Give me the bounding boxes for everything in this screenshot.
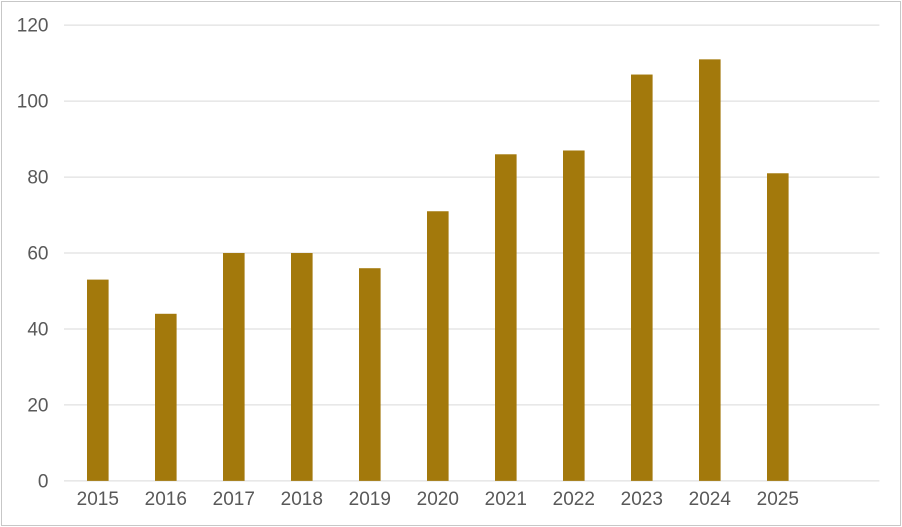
svg-text:2021: 2021 — [485, 489, 527, 510]
svg-text:2017: 2017 — [213, 489, 255, 510]
svg-text:100: 100 — [17, 92, 49, 113]
svg-text:40: 40 — [27, 320, 48, 341]
svg-text:2025: 2025 — [757, 489, 799, 510]
svg-text:2023: 2023 — [621, 489, 663, 510]
svg-text:2024: 2024 — [689, 489, 732, 510]
svg-text:20: 20 — [27, 396, 48, 417]
svg-text:2018: 2018 — [281, 489, 323, 510]
svg-text:2015: 2015 — [77, 489, 119, 510]
svg-text:2022: 2022 — [553, 489, 595, 510]
svg-text:2019: 2019 — [349, 489, 391, 510]
svg-text:60: 60 — [27, 244, 48, 265]
svg-text:0: 0 — [38, 472, 49, 493]
svg-text:2020: 2020 — [417, 489, 459, 510]
svg-text:2016: 2016 — [145, 489, 187, 510]
svg-text:120: 120 — [17, 16, 49, 37]
svg-text:80: 80 — [27, 168, 48, 189]
